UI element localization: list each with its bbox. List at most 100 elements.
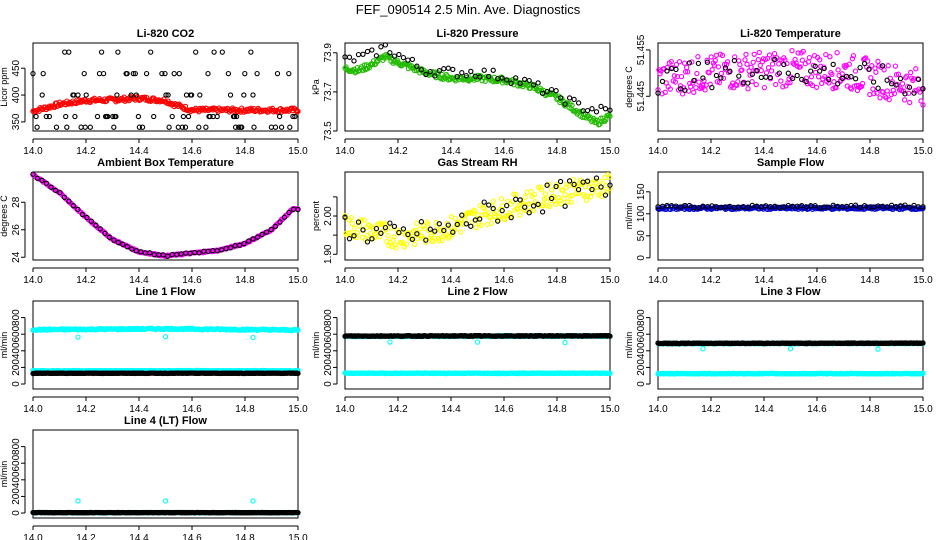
data-point [46,113,53,120]
x-tick-label: 14.4 [441,146,461,157]
data-point [893,82,899,88]
y-tick-label: 0 [11,381,22,387]
plot-frame [344,300,611,390]
data-point [504,77,510,83]
data-point [593,109,600,115]
y-tick-label: 600 [323,325,334,342]
data-point [136,124,143,130]
data-point [566,178,573,184]
x-tick-label: 14.0 [23,275,43,286]
data-point [392,242,398,248]
data-point [272,223,279,230]
data-point [100,70,107,77]
data-point [373,53,380,59]
data-point [236,124,242,130]
data-point [259,231,265,238]
data-point [185,113,192,120]
x-tick-label: 14.4 [754,404,774,415]
data-point [566,95,573,101]
data-point [225,70,232,77]
data-point [544,88,550,95]
x-tick-label: 14.8 [235,533,255,540]
x-tick-label: 14.0 [23,404,43,415]
y-axis-label: degrees C [0,195,9,237]
data-point [742,57,748,63]
data-point [141,94,148,100]
data-point [250,92,256,98]
data-point [539,209,546,215]
data-point [211,49,217,55]
x-tick-label: 14.8 [860,275,880,286]
data-point [182,124,189,130]
data-point [808,68,814,74]
data-point [513,75,519,81]
data-point [441,227,447,234]
x-tick-label: 14.4 [129,533,149,540]
data-point [409,233,416,240]
data-point [351,233,357,239]
data-point [659,78,666,85]
y-tick-label: 200 [11,488,22,505]
data-point [812,63,818,69]
data-point [737,61,743,68]
data-point [835,67,841,73]
data-point [902,202,908,208]
y-tick-label: 200 [636,359,647,376]
data-point [695,60,702,67]
data-point [474,339,481,345]
y-tick-label: 600 [636,325,647,342]
data-series [655,340,926,347]
data-point [803,78,809,85]
data-point [490,198,497,204]
data-point [789,47,795,54]
y-axis-label: kPa [311,79,321,95]
data-point [250,498,256,504]
data-point [873,69,879,75]
data-point [913,66,919,72]
data-point [98,49,105,55]
data-point [724,59,731,65]
data-point [409,236,416,242]
data-point [359,234,366,241]
data-point [920,370,926,376]
data-point [685,69,691,75]
data-point [871,90,877,97]
data-point [113,113,119,120]
data-point [110,113,116,120]
data-point [542,191,549,197]
data-point [102,230,108,237]
x-tick-label: 14.6 [494,146,514,157]
data-point [342,214,348,220]
x-tick-label: 14.8 [860,146,880,157]
data-point [171,70,177,77]
data-point [668,58,674,65]
data-point [900,88,907,94]
data-point [695,54,701,60]
data-point [720,75,727,81]
data-point [751,51,757,57]
data-point [426,227,432,234]
panel-title: Ambient Box Temperature [97,157,234,169]
data-point [884,204,890,210]
y-tick-label: 400 [323,342,334,359]
data-point [504,212,510,219]
data-point [602,192,609,198]
y-tick-label: 24 [11,251,22,263]
y-tick-label: 800 [323,309,334,326]
data-point [877,95,883,101]
data-point [454,73,460,80]
data-point [166,124,172,130]
panel-title: Li-820 CO2 [137,28,194,40]
data-point [276,113,283,120]
data-series [655,202,926,211]
data-point [132,70,138,77]
x-tick-label: 14.2 [701,404,721,415]
data-point [459,212,465,218]
data-series [30,49,298,130]
data-point [706,70,712,76]
data-point [765,65,772,71]
data-point [826,80,832,86]
data-point [571,181,577,188]
